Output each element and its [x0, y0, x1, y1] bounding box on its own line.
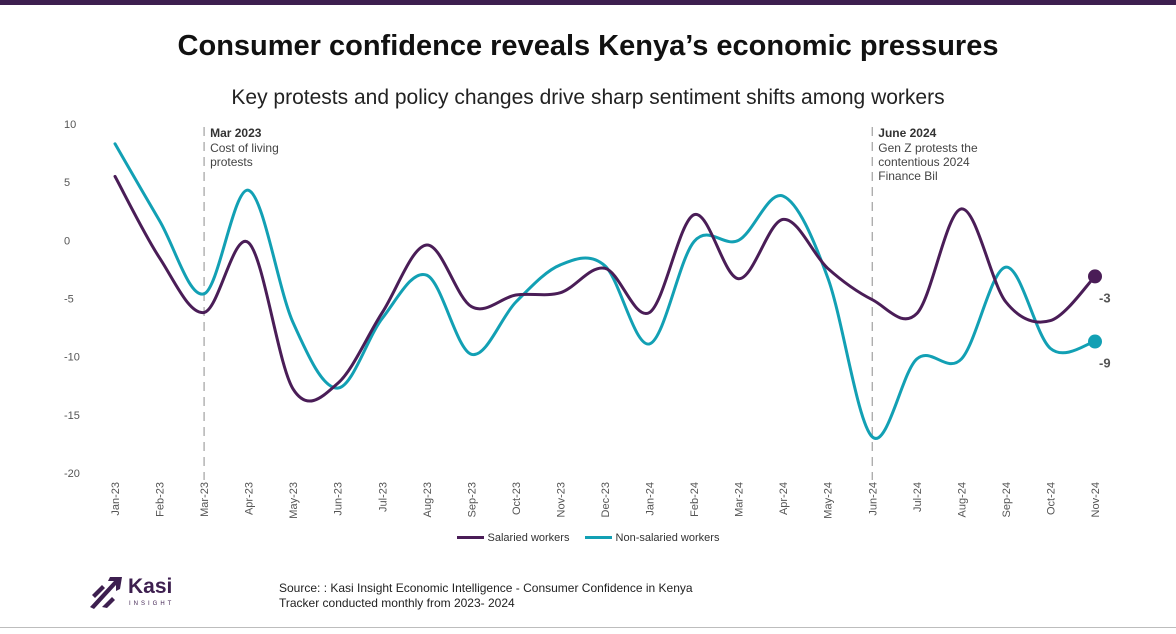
- y-tick-label: 5: [64, 177, 70, 189]
- x-tick-label: Jan-23: [110, 482, 122, 516]
- legend-label-salaried: Salaried workers: [487, 531, 570, 544]
- end-label-salaried: -3: [1099, 290, 1111, 305]
- x-tick-label: Jul-23: [377, 482, 389, 512]
- chart-title: Consumer confidence reveals Kenya’s econ…: [177, 30, 999, 62]
- x-tick-label: Aug-23: [422, 482, 434, 517]
- y-tick-label: -15: [64, 410, 80, 422]
- chart-legend: Salaried workers Non-salaried workers: [0, 530, 1176, 544]
- x-tick-label: Nov-24: [1090, 482, 1102, 517]
- source-line-1: Source: : Kasi Insight Economic Intellig…: [279, 581, 693, 595]
- series-line-non-salaried: [113, 142, 1097, 440]
- annotation-title: Mar 2023: [210, 126, 262, 140]
- legend-item-salaried: Salaried workers: [456, 531, 570, 544]
- x-tick-label: Dec-23: [600, 482, 612, 517]
- x-tick-label: Oct-23: [511, 482, 523, 515]
- x-tick-label: Sep-24: [1001, 482, 1013, 517]
- y-tick-label: -10: [64, 352, 80, 364]
- x-tick-label: Sep-23: [466, 482, 478, 517]
- annotation-title: June 2024: [878, 126, 936, 140]
- x-tick-label: Nov-23: [555, 482, 567, 517]
- annotation-text: protests: [210, 155, 253, 169]
- x-tick-label: May-23: [288, 482, 300, 519]
- y-tick-label: 0: [64, 235, 70, 247]
- x-tick-label: Apr-24: [778, 482, 790, 515]
- y-tick-label: -5: [64, 294, 74, 306]
- source-note: Source: : Kasi Insight Economic Intellig…: [279, 581, 693, 611]
- annotation-text: contentious 2024: [878, 155, 970, 169]
- bottom-divider: [0, 627, 1176, 628]
- end-label-non-salaried: -9: [1099, 356, 1111, 371]
- x-tick-label: Feb-23: [155, 482, 167, 517]
- legend-swatch-non-salaried: [584, 536, 612, 539]
- kasi-logo: Kasi INSIGHT: [88, 575, 198, 611]
- x-tick-label: Mar-24: [734, 482, 746, 517]
- kasi-arrow-icon: [90, 577, 122, 609]
- x-tick-label: Feb-24: [689, 482, 701, 517]
- chart-subtitle: Key protests and policy changes drive sh…: [231, 86, 945, 109]
- legend-item-non-salaried: Non-salaried workers: [584, 531, 720, 544]
- x-tick-label: Mar-23: [199, 482, 211, 517]
- legend-label-non-salaried: Non-salaried workers: [615, 531, 720, 544]
- top-accent-bar: [0, 0, 1176, 5]
- end-marker-salaried: [1088, 269, 1102, 284]
- source-line-2: Tracker conducted monthly from 2023- 202…: [279, 596, 515, 610]
- y-tick-label: 10: [64, 119, 76, 131]
- x-tick-label: Jan-24: [645, 482, 657, 516]
- annotation-text: Finance Bil: [878, 169, 937, 183]
- x-tick-label: Jun-24: [867, 482, 879, 516]
- logo-subword: INSIGHT: [129, 601, 175, 607]
- x-tick-label: Aug-24: [956, 482, 968, 517]
- x-tick-label: Apr-23: [244, 482, 256, 515]
- legend-swatch-salaried: [456, 536, 484, 539]
- x-tick-label: Jun-23: [333, 482, 345, 516]
- x-tick-label: Oct-24: [1045, 482, 1057, 515]
- end-marker-non-salaried: [1088, 334, 1102, 349]
- series-line-salaried: [113, 174, 1097, 403]
- x-tick-label: Jul-24: [912, 482, 924, 512]
- annotation-text: Gen Z protests the: [878, 141, 978, 155]
- logo-word: Kasi: [128, 575, 173, 598]
- y-tick-label: -20: [64, 468, 80, 480]
- annotation-text: Cost of living: [210, 141, 279, 155]
- x-tick-label: May-24: [823, 482, 835, 519]
